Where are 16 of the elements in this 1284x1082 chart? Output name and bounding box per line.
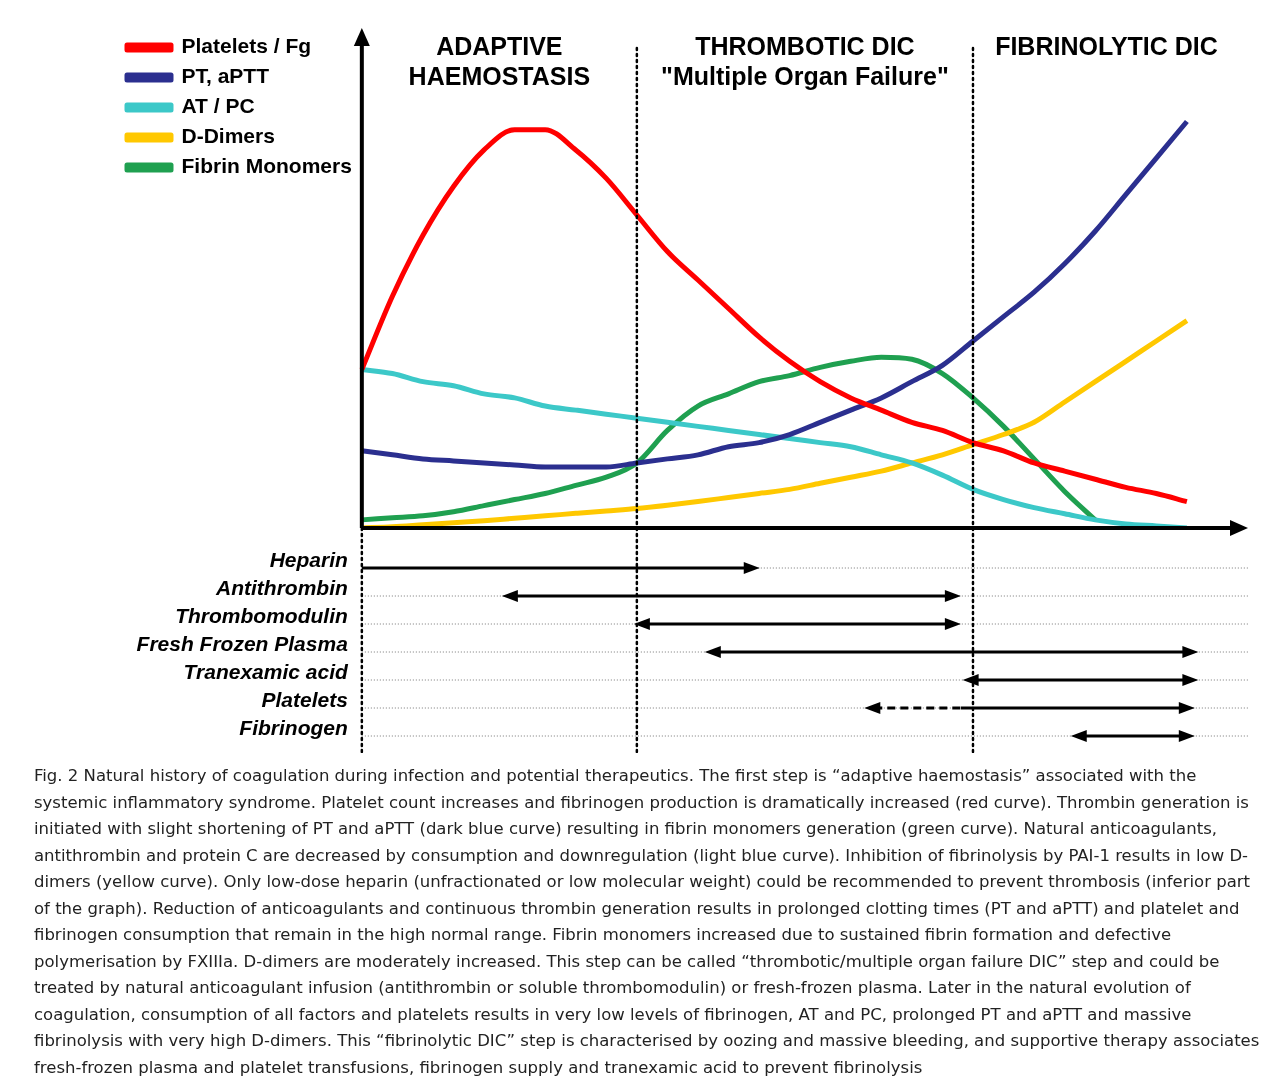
legend-label: Fibrin Monomers: [181, 154, 352, 178]
legend-label: Platelets / Fg: [181, 34, 312, 58]
category-label: Fresh Frozen Plasma: [136, 632, 349, 655]
legend-label: D-Dimers: [181, 124, 275, 148]
text: FIBRINOLYTIC DIC: [995, 32, 1218, 61]
text: ADAPTIVE HAEMOSTASIS: [408, 32, 591, 91]
legend-label: PT, aPTT: [181, 64, 270, 88]
text: Fig. 2 Natural history of coagulation during infection and potential therapeutics. The first step is “adaptive haemostasis” associated with the systemic inflammatory syndrome. Platelet count increases and fibrinogen production is dramatically increased (red curve). Thrombin generation is initiated with slight shortening of PT and aPTT (dark blue curve) resulting in fibrin monomers generation (green curve). Natural anticoagulants, antithrombin and protein C are decreased by consumption and downregulation (light blue curve). Inhibition of fibrinolysis by PAI-1 results in low D-dimers (yellow curve). Only low-dose heparin (unfractionated or low molecular weight) could be recommended to prevent thrombosis (inferior part of the graph). Reduction of anticoagulants and continuous thrombin generation results in prolonged clotting times (PT and aPTT) and platelet and fibrinogen consumption that remain in the high normal range. Fibrin monomers increased due to sustained fibrin formation and defective polymerisation by FXIIIa. D-dimers are moderately increased. This step can be called “thrombotic/multiple organ failure DIC” step and could be treated by natural anticoagulant infusion (antithrombin or soluble thrombomodulin) or fresh-frozen plasma. Later in the natural evolution of coagulation, consumption of all factors and platelets results in very low levels of fibrinogen, AT and PC, prolonged PT and aPTT and massive fibrinolysis with very high D-dimers. This “fibrinolytic DIC” step is characterised by oozing and massive bleeding, and supportive therapy associates fresh-frozen plasma and platelet transfusions, fibrinogen supply and tranexamic acid to prevent fibrinolysis: [34, 766, 1260, 1077]
legend-label: AT / PC: [181, 94, 255, 118]
category-label: Heparin: [269, 548, 348, 571]
category-label: Antithrombin: [215, 576, 348, 599]
category-label: Thrombomodulin: [175, 604, 348, 627]
category-label: Platelets: [261, 688, 348, 711]
category-label: Fibrinogen: [239, 716, 348, 739]
text: THROMBOTIC DIC "Multiple Organ Failure": [661, 32, 949, 91]
category-label: Tranexamic acid: [183, 660, 349, 683]
